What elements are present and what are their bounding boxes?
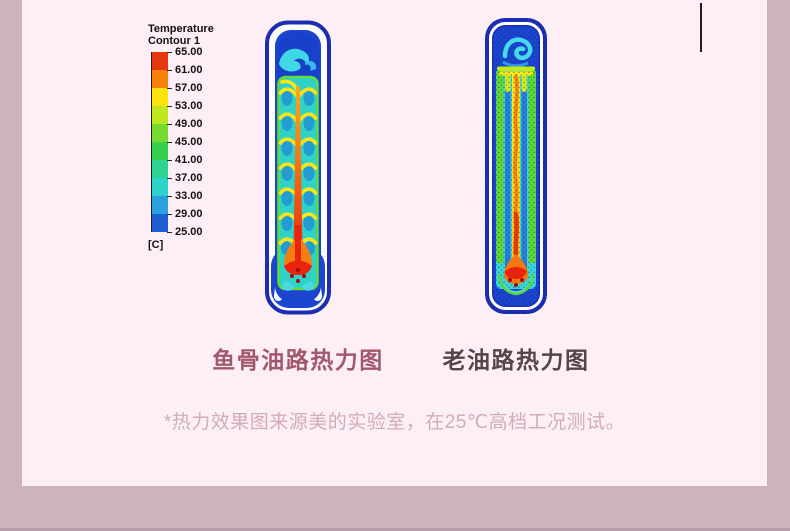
legend-tick-mark	[167, 213, 172, 215]
legend-title: Temperature	[148, 23, 214, 35]
legend-subtitle: Contour 1	[148, 35, 200, 47]
legend-tick-label: 29.00	[175, 208, 203, 220]
legend-unit: [C]	[148, 239, 164, 251]
legend-tick-label: 25.00	[175, 226, 203, 238]
legend-tick-label: 53.00	[175, 100, 203, 112]
legend-tick-label: 65.00	[175, 46, 203, 58]
legend-tick-mark	[167, 177, 172, 179]
legend-tick-mark	[167, 51, 172, 53]
legend-tick-mark	[167, 195, 172, 197]
legend-tick-label: 41.00	[175, 154, 203, 166]
old-oilpath-caption: 老油路热力图	[442, 347, 590, 373]
hot-spine	[293, 86, 303, 252]
legend-tick-mark	[167, 69, 172, 71]
bottom-flame	[497, 254, 535, 296]
legend-tick-label: 61.00	[175, 64, 203, 76]
legend-colorbar	[151, 52, 168, 232]
white-gap-ring	[489, 22, 543, 310]
legend-tick-label: 57.00	[175, 82, 203, 94]
legend-color-segment	[152, 106, 168, 124]
legend-color-segment	[152, 142, 168, 160]
legend-color-segment	[152, 196, 168, 214]
cool-cells	[281, 90, 315, 255]
bottom-shade-strip	[0, 528, 790, 531]
legend-color-segment	[152, 124, 168, 142]
legend-tick-mark	[167, 159, 172, 161]
footnote: *热力效果图来源美的实验室，在25℃高档工况测试。	[163, 412, 626, 433]
legend-tick-mark	[167, 231, 172, 233]
legend-tick-mark	[167, 123, 172, 125]
fishbone-thermal-figure	[265, 20, 331, 315]
legend-tick-label: 49.00	[175, 118, 203, 130]
legend-tick-label: 33.00	[175, 190, 203, 202]
legend-tick-mark	[167, 141, 172, 143]
wave-swirl	[502, 37, 533, 68]
legend-color-segment	[152, 52, 168, 70]
bottom-flame	[282, 225, 314, 291]
top-divider-line	[700, 3, 702, 52]
wave-swirl	[279, 48, 317, 72]
legend-color-segment	[152, 88, 168, 106]
legend-color-segment	[152, 160, 168, 178]
legend-tick-label: 37.00	[175, 172, 203, 184]
old-oilpath-thermal-figure	[485, 18, 547, 314]
legend-color-segment	[152, 214, 168, 232]
temperature-legend: Temperature Contour 1 65.00 61.00 57.00 53.…	[148, 23, 248, 255]
legend-tick-label: 45.00	[175, 136, 203, 148]
content-panel	[22, 0, 767, 486]
top-green-bar	[497, 66, 535, 71]
fishbone-caption: 鱼骨油路热力图	[212, 347, 384, 373]
legend-color-segment	[152, 178, 168, 196]
legend-tick-mark	[167, 105, 172, 107]
legend-color-segment	[152, 70, 168, 88]
legend-tick-mark	[167, 87, 172, 89]
